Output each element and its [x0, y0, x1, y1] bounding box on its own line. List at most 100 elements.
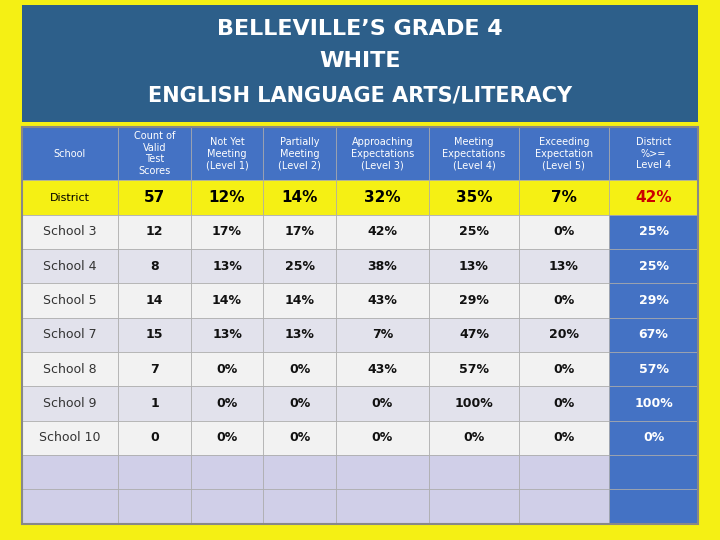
Text: 0%: 0% [372, 431, 393, 444]
Text: 32%: 32% [364, 190, 401, 205]
FancyBboxPatch shape [264, 489, 336, 524]
FancyBboxPatch shape [22, 387, 118, 421]
Text: 43%: 43% [367, 363, 397, 376]
Text: 1: 1 [150, 397, 159, 410]
FancyBboxPatch shape [264, 455, 336, 489]
Text: 0%: 0% [464, 431, 485, 444]
Text: 0%: 0% [217, 431, 238, 444]
FancyBboxPatch shape [336, 127, 429, 180]
Text: 25%: 25% [284, 260, 315, 273]
FancyBboxPatch shape [429, 489, 519, 524]
Text: 0%: 0% [289, 363, 310, 376]
FancyBboxPatch shape [608, 387, 698, 421]
FancyBboxPatch shape [429, 421, 519, 455]
FancyBboxPatch shape [608, 215, 698, 249]
FancyBboxPatch shape [191, 249, 264, 284]
Text: 67%: 67% [639, 328, 668, 341]
Text: Count of
Valid
Test
Scores: Count of Valid Test Scores [134, 131, 175, 176]
Text: 0%: 0% [553, 226, 575, 239]
FancyBboxPatch shape [22, 455, 118, 489]
FancyBboxPatch shape [118, 352, 191, 387]
Text: 25%: 25% [639, 260, 668, 273]
Text: 57%: 57% [639, 363, 668, 376]
Text: 57: 57 [144, 190, 165, 205]
FancyBboxPatch shape [519, 421, 608, 455]
Text: 0%: 0% [289, 397, 310, 410]
Text: 0%: 0% [553, 397, 575, 410]
FancyBboxPatch shape [336, 215, 429, 249]
FancyBboxPatch shape [191, 215, 264, 249]
FancyBboxPatch shape [429, 127, 519, 180]
Text: Not Yet
Meeting
(Level 1): Not Yet Meeting (Level 1) [206, 137, 248, 170]
FancyBboxPatch shape [608, 249, 698, 284]
FancyBboxPatch shape [429, 215, 519, 249]
FancyBboxPatch shape [118, 387, 191, 421]
FancyBboxPatch shape [429, 352, 519, 387]
FancyBboxPatch shape [264, 127, 336, 180]
Text: 35%: 35% [456, 190, 492, 205]
Text: Approaching
Expectations
(Level 3): Approaching Expectations (Level 3) [351, 137, 414, 170]
FancyBboxPatch shape [118, 180, 191, 215]
Text: 7: 7 [150, 363, 159, 376]
Text: 0%: 0% [372, 397, 393, 410]
Text: BELLEVILLE’S GRADE 4: BELLEVILLE’S GRADE 4 [217, 18, 503, 39]
FancyBboxPatch shape [118, 489, 191, 524]
FancyBboxPatch shape [264, 421, 336, 455]
Text: 13%: 13% [212, 328, 242, 341]
FancyBboxPatch shape [519, 489, 608, 524]
FancyBboxPatch shape [429, 284, 519, 318]
Text: 47%: 47% [459, 328, 489, 341]
Text: 42%: 42% [367, 226, 397, 239]
FancyBboxPatch shape [336, 249, 429, 284]
FancyBboxPatch shape [264, 318, 336, 352]
Text: District: District [50, 193, 90, 202]
Text: ENGLISH LANGUAGE ARTS/LITERACY: ENGLISH LANGUAGE ARTS/LITERACY [148, 86, 572, 106]
Text: 0%: 0% [553, 363, 575, 376]
FancyBboxPatch shape [22, 127, 698, 524]
Text: 8: 8 [150, 260, 159, 273]
FancyBboxPatch shape [519, 284, 608, 318]
Text: 0%: 0% [217, 397, 238, 410]
FancyBboxPatch shape [608, 455, 698, 489]
FancyBboxPatch shape [519, 127, 608, 180]
Text: 15: 15 [145, 328, 163, 341]
FancyBboxPatch shape [191, 421, 264, 455]
Text: 0%: 0% [217, 363, 238, 376]
Text: 57%: 57% [459, 363, 489, 376]
FancyBboxPatch shape [519, 180, 608, 215]
FancyBboxPatch shape [519, 352, 608, 387]
Text: District
%>=
Level 4: District %>= Level 4 [636, 137, 671, 170]
Text: 0: 0 [150, 431, 159, 444]
Text: 20%: 20% [549, 328, 579, 341]
Text: 29%: 29% [459, 294, 489, 307]
FancyBboxPatch shape [336, 421, 429, 455]
FancyBboxPatch shape [336, 180, 429, 215]
FancyBboxPatch shape [22, 352, 118, 387]
Text: 38%: 38% [368, 260, 397, 273]
Text: 100%: 100% [634, 397, 673, 410]
FancyBboxPatch shape [22, 5, 698, 122]
Text: 0%: 0% [553, 294, 575, 307]
Text: 29%: 29% [639, 294, 668, 307]
Text: School: School [54, 148, 86, 159]
FancyBboxPatch shape [191, 180, 264, 215]
Text: 13%: 13% [284, 328, 315, 341]
FancyBboxPatch shape [336, 387, 429, 421]
Text: 13%: 13% [212, 260, 242, 273]
FancyBboxPatch shape [429, 318, 519, 352]
Text: Meeting
Expectations
(Level 4): Meeting Expectations (Level 4) [442, 137, 505, 170]
Text: School 7: School 7 [43, 328, 96, 341]
Text: Partially
Meeting
(Level 2): Partially Meeting (Level 2) [278, 137, 321, 170]
FancyBboxPatch shape [191, 284, 264, 318]
FancyBboxPatch shape [608, 284, 698, 318]
FancyBboxPatch shape [22, 127, 118, 180]
FancyBboxPatch shape [22, 180, 118, 215]
Text: 14%: 14% [212, 294, 242, 307]
Text: 12: 12 [145, 226, 163, 239]
Text: School 4: School 4 [43, 260, 96, 273]
Text: 0%: 0% [289, 431, 310, 444]
Text: School 9: School 9 [43, 397, 96, 410]
FancyBboxPatch shape [118, 455, 191, 489]
FancyBboxPatch shape [336, 455, 429, 489]
Text: 13%: 13% [459, 260, 489, 273]
